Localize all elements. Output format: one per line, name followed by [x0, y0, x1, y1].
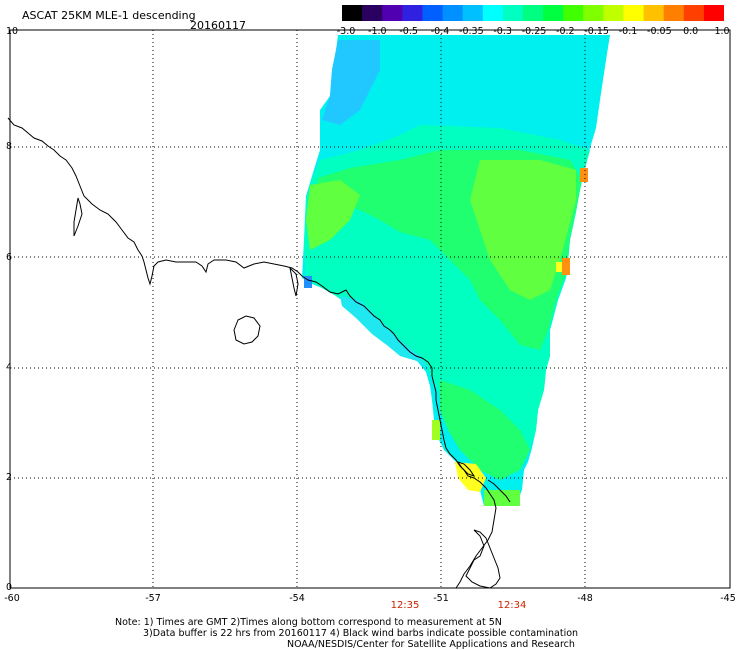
colorbar-swatch	[623, 5, 645, 21]
colorbar-label: -0.1	[618, 26, 638, 37]
colorbar-swatch	[502, 5, 524, 21]
colorbar-swatch	[563, 5, 584, 21]
colorbar-label: -0.35	[459, 26, 484, 37]
colorbar-label: -0.3	[493, 26, 512, 37]
y-tick-10: 10	[6, 26, 19, 37]
colorbar-swatch	[643, 5, 665, 21]
y-tick-6: 6	[6, 252, 13, 263]
colorbar-swatch	[362, 5, 383, 21]
swath-coastal-cyan	[340, 296, 430, 370]
y-tick-2: 2	[6, 472, 13, 483]
note-line-2: 3)Data buffer is 22 hrs from 20160117 4)…	[143, 628, 579, 639]
colorbar-labels: -3.0 -1.0 -0.5 -0.4 -0.35 -0.3 -0.25 -0.2 -0.15-…	[330, 26, 730, 38]
note-line-3: NOAA/NESDIS/Center for Satellite Applica…	[287, 639, 575, 650]
colorbar-swatch	[422, 5, 444, 21]
map-date: 20160117	[190, 19, 246, 32]
colorbar-swatch	[703, 5, 724, 21]
swath-coastal-green	[440, 380, 530, 480]
swath-lime-region	[470, 160, 576, 300]
colorbar-label: 0.0	[683, 26, 699, 37]
colorbar-swatch	[442, 5, 464, 21]
colorbar-swatch	[583, 5, 604, 21]
colorbar-label: -0.25	[521, 26, 547, 37]
colorbar-label: -3.0	[336, 26, 356, 37]
colorbar-swatch	[462, 5, 484, 21]
x-tick-60: -60	[4, 593, 20, 604]
colorbar-swatch	[342, 5, 363, 21]
grid-lines	[10, 30, 730, 588]
swath-yellowgreen-edge	[432, 420, 440, 440]
colorbar-swatch	[663, 5, 685, 21]
swath-blue-region	[322, 40, 380, 125]
swath-orange-speck-1	[580, 168, 588, 182]
colorbar	[342, 5, 724, 21]
note-line-1: Note: 1) Times are GMT 2)Times along bot…	[115, 617, 502, 628]
colorbar-label: -0.4	[430, 26, 450, 37]
x-tick-51: -51	[433, 593, 449, 604]
colorbar-swatch	[522, 5, 544, 21]
colorbar-label: -0.5	[399, 26, 418, 37]
colorbar-label: -0.15	[584, 26, 609, 37]
colorbar-swatch	[382, 5, 403, 21]
colorbar-swatch	[603, 5, 625, 21]
swath-orange-speck-2	[562, 258, 570, 275]
map-frame	[9, 29, 731, 589]
colorbar-label: -1.0	[368, 26, 387, 37]
y-tick-0: 0	[6, 582, 13, 593]
colorbar-swatch	[683, 5, 705, 21]
x-tick-57: -57	[145, 593, 161, 604]
swath-lime-west	[306, 180, 360, 250]
time-left: 12:35	[390, 600, 420, 611]
colorbar-label: -0.05	[647, 26, 672, 37]
coastline	[7, 117, 511, 589]
swath-yellow-speck	[556, 262, 562, 272]
wind-swath	[302, 35, 610, 506]
colorbar-label: -0.2	[556, 26, 575, 37]
x-tick-48: -48	[577, 593, 593, 604]
y-tick-4: 4	[6, 362, 13, 373]
colorbar-swatch	[482, 5, 504, 21]
map-title: ASCAT 25KM MLE-1 descending	[22, 9, 196, 22]
x-tick-54: -54	[289, 593, 305, 604]
colorbar-swatch	[402, 5, 424, 21]
colorbar-label: 1.0	[714, 26, 730, 37]
footnote: Note: 1) Times are GMT 2)Times along bot…	[115, 617, 578, 650]
colorbar-swatch	[543, 5, 564, 21]
y-tick-8: 8	[6, 141, 13, 152]
time-right: 12:34	[497, 600, 527, 611]
x-tick-45: -45	[720, 593, 736, 604]
swath-south-lime	[484, 490, 520, 506]
